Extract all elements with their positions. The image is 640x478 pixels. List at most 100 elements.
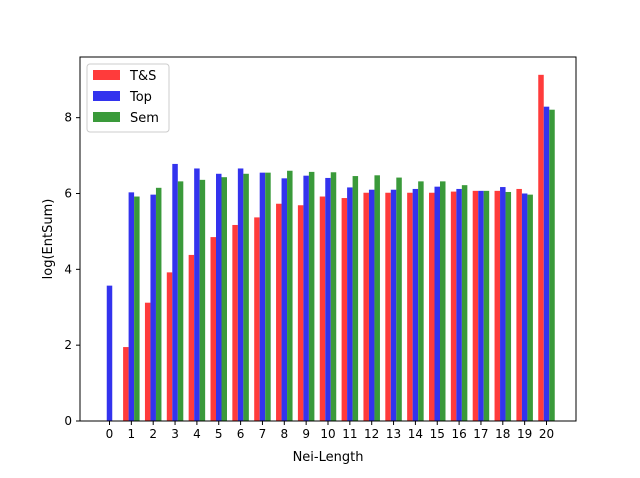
x-axis-label: Nei-Length — [293, 450, 364, 465]
x-tick-label-9: 9 — [302, 427, 310, 441]
bar-top-6 — [237, 168, 244, 421]
bar-top-14 — [412, 188, 419, 421]
y-axis-label: log(EntSum) — [41, 199, 56, 280]
bar-sem-4 — [199, 179, 206, 421]
legend-label-ts: T&S — [129, 69, 156, 84]
bar-ts-6 — [232, 224, 238, 421]
bar-sem-15 — [440, 181, 446, 421]
bar-ts-7 — [254, 217, 260, 421]
x-tick-label-17: 17 — [473, 427, 488, 441]
y-tick-label-2: 2 — [64, 338, 72, 352]
bar-top-18 — [500, 187, 506, 421]
bar-sem-13 — [396, 177, 402, 421]
y-tick-label-0: 0 — [64, 414, 72, 428]
bar-ts-13 — [385, 192, 391, 421]
x-axis: 0 1 2 3 4 5 6 7 8 9 10 11 12 13 14 15 16 17 18 19 20 — [106, 421, 554, 441]
legend-swatch-top — [93, 91, 120, 101]
x-tick-label-0: 0 — [106, 427, 114, 441]
bar-top-20 — [543, 106, 550, 422]
bar-ts-8 — [276, 203, 282, 421]
bar-ts-4 — [188, 254, 195, 421]
x-tick-label-11: 11 — [342, 427, 357, 441]
bar-top-10 — [325, 177, 331, 421]
bar-ts-15 — [429, 192, 435, 421]
bar-top-16 — [456, 188, 462, 421]
x-tick-label-20: 20 — [539, 427, 554, 441]
x-tick-label-13: 13 — [386, 427, 401, 441]
bar-ts-11 — [341, 198, 348, 421]
bar-ts-9 — [297, 205, 304, 421]
bar-sem-10 — [330, 172, 337, 421]
bar-top-15 — [434, 186, 440, 421]
bar-top-1 — [128, 192, 135, 421]
bar-top-12 — [368, 189, 375, 421]
bar-ts-2 — [144, 302, 151, 421]
bar-top-4 — [194, 168, 200, 421]
legend-label-sem: Sem — [130, 111, 159, 126]
x-tick-label-1: 1 — [128, 427, 136, 441]
bar-sem-16 — [461, 185, 468, 421]
bar-sem-8 — [287, 170, 293, 421]
bar-top-0 — [106, 285, 113, 421]
x-tick-label-15: 15 — [430, 427, 445, 441]
bar-top-9 — [303, 175, 309, 421]
bar-sem-2 — [155, 187, 162, 421]
bar-sem-1 — [134, 196, 140, 421]
bar-ts-1 — [123, 347, 129, 421]
bar-sem-17 — [483, 190, 490, 421]
bar-top-8 — [281, 178, 288, 421]
bar-sem-20 — [549, 109, 555, 421]
y-tick-label-4: 4 — [64, 262, 72, 276]
bar-sem-5 — [221, 177, 227, 421]
bar-sem-7 — [265, 172, 271, 421]
bar-sem-3 — [177, 181, 184, 421]
bar-ts-14 — [407, 192, 413, 421]
y-axis: 0 2 4 6 8 — [64, 111, 80, 428]
bar-top-2 — [150, 194, 156, 421]
x-tick-label-2: 2 — [149, 427, 157, 441]
legend-swatch-ts — [93, 70, 120, 80]
bar-sem-18 — [505, 191, 512, 421]
x-tick-label-7: 7 — [259, 427, 267, 441]
x-tick-label-4: 4 — [193, 427, 201, 441]
bar-sem-11 — [352, 176, 359, 421]
bar-top-11 — [347, 187, 353, 421]
bar-sem-12 — [374, 175, 380, 421]
bar-sem-19 — [527, 194, 533, 421]
x-tick-label-16: 16 — [451, 427, 466, 441]
bar-sem-9 — [308, 171, 315, 421]
bar-ts-12 — [363, 192, 369, 421]
bar-ts-17 — [472, 190, 479, 421]
bar-ts-18 — [494, 190, 501, 421]
bar-sem-6 — [243, 173, 249, 421]
bar-top-19 — [521, 193, 528, 421]
x-tick-label-12: 12 — [364, 427, 379, 441]
x-tick-label-5: 5 — [215, 427, 223, 441]
bar-ts-20 — [538, 74, 544, 421]
bar-ts-10 — [319, 196, 326, 421]
x-tick-label-3: 3 — [171, 427, 179, 441]
legend-swatch-sem — [93, 112, 120, 122]
bar-sem-14 — [418, 181, 424, 421]
bar-top-7 — [259, 172, 266, 421]
legend-label-top: Top — [129, 90, 152, 105]
x-tick-label-14: 14 — [408, 427, 423, 441]
x-tick-label-6: 6 — [237, 427, 245, 441]
bar-ts-16 — [450, 191, 457, 421]
y-tick-label-8: 8 — [64, 111, 72, 125]
bar-top-17 — [478, 190, 484, 421]
bars-layer — [106, 74, 555, 422]
x-tick-label-10: 10 — [320, 427, 335, 441]
x-tick-label-18: 18 — [495, 427, 510, 441]
bar-top-3 — [172, 163, 178, 421]
x-tick-label-19: 19 — [517, 427, 532, 441]
bar-ts-3 — [166, 272, 173, 421]
bar-top-5 — [216, 173, 222, 421]
y-tick-label-6: 6 — [64, 187, 72, 201]
x-tick-label-8: 8 — [280, 427, 288, 441]
bar-top-13 — [390, 189, 397, 421]
bar-ts-19 — [516, 188, 522, 421]
bar-ts-5 — [210, 237, 216, 421]
